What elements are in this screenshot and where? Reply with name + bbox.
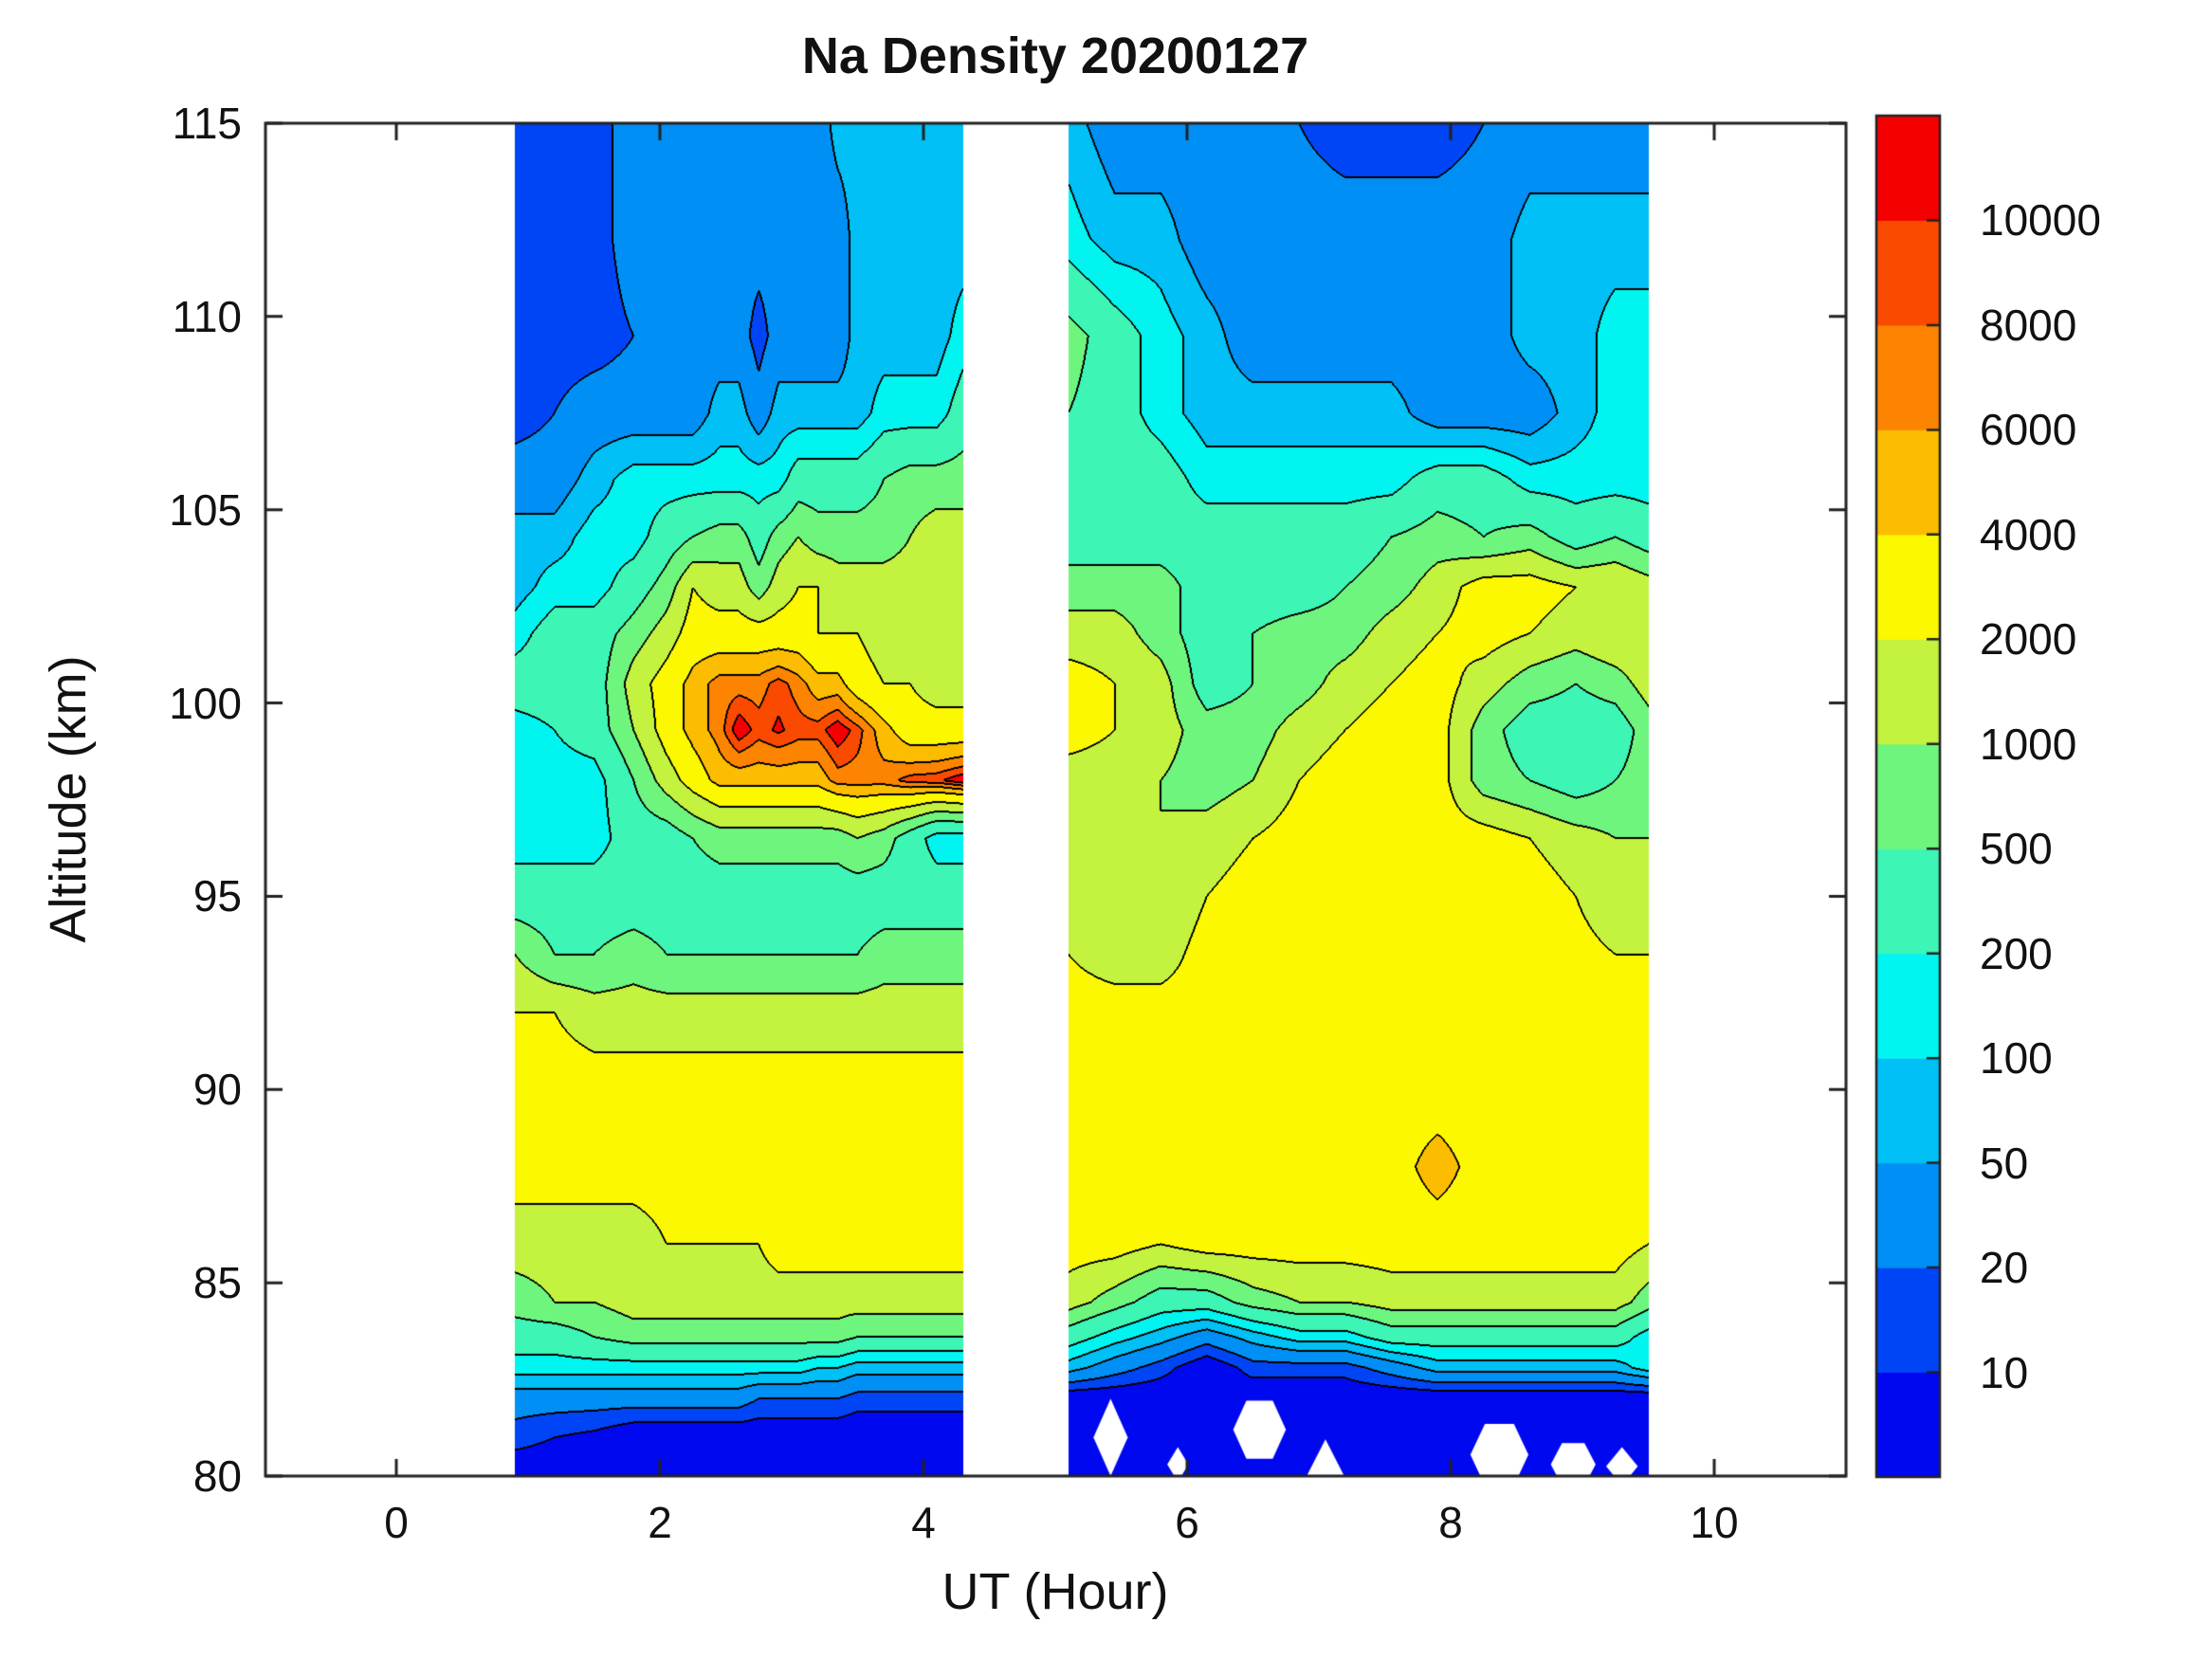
colorbar-tick-label: 1000 [1980, 719, 2077, 769]
y-tick-label: 115 [172, 99, 242, 148]
y-tick-label: 80 [192, 1451, 242, 1501]
y-tick-label: 85 [192, 1258, 242, 1308]
x-tick-label: 10 [1690, 1498, 1739, 1547]
colorbar-tick-label: 10000 [1980, 195, 2101, 246]
x-tick-label: 6 [1175, 1498, 1199, 1547]
x-axis-label: UT (Hour) [941, 1563, 1169, 1620]
colorbar-tick-label: 100 [1980, 1033, 2053, 1084]
colorbar-tick-label: 4000 [1980, 509, 2077, 559]
x-tick-label: 8 [1438, 1498, 1463, 1547]
colorbar-tick-label: 6000 [1980, 405, 2077, 455]
colorbar-tick-label: 50 [1980, 1138, 2029, 1188]
chart-title: Na Density 20200127 [801, 27, 1309, 84]
colorbar-tick-label: 2000 [1980, 614, 2077, 665]
colorbar-tick-label: 500 [1980, 824, 2053, 874]
y-tick-label: 105 [169, 484, 242, 535]
x-tick-label: 0 [384, 1498, 409, 1547]
colorbar-tick-label: 8000 [1980, 300, 2077, 350]
y-tick-label: 95 [192, 871, 242, 921]
x-tick-label: 4 [911, 1498, 936, 1547]
colorbar-tick-label: 200 [1980, 928, 2053, 978]
y-tick-label: 100 [169, 678, 242, 728]
colorbar-tick-label: 10 [1980, 1347, 2029, 1397]
colorbar-tick-label: 20 [1980, 1243, 2029, 1293]
x-tick-label: 2 [648, 1498, 672, 1547]
y-tick-label: 110 [172, 291, 242, 341]
y-tick-label: 90 [192, 1065, 242, 1115]
